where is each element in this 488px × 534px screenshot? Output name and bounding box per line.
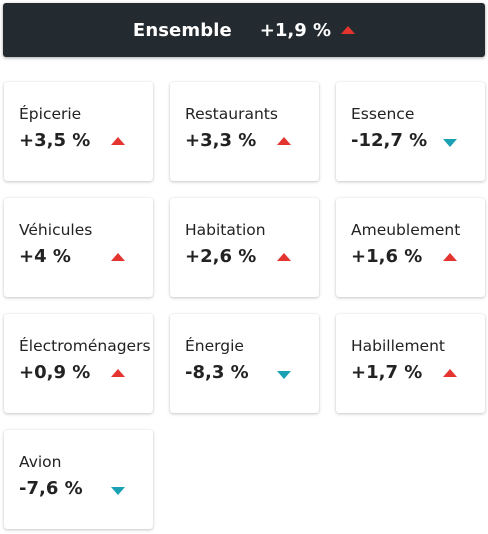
summary-label: Ensemble: [132, 19, 232, 41]
category-card: Avion -7,6 %: [4, 430, 153, 529]
category-value: +1,7 %: [351, 362, 423, 383]
summary-value: +1,9 %: [259, 19, 332, 41]
trend-down-icon: [443, 139, 457, 147]
trend-up-icon: [111, 369, 125, 377]
category-name: Habitation: [185, 221, 266, 239]
category-card: Habillement +1,7 %: [336, 314, 485, 413]
category-name: Ameublement: [351, 221, 461, 239]
trend-up-icon: [111, 137, 125, 145]
category-name: Restaurants: [185, 105, 278, 123]
category-card: Essence -12,7 %: [336, 82, 485, 181]
summary-trend-up-icon: [341, 26, 356, 34]
category-value-row: -7,6 %: [19, 478, 153, 500]
category-value: +1,6 %: [351, 246, 423, 267]
category-name: Électroménagers: [19, 337, 151, 355]
category-card: Épicerie +3,5 %: [4, 82, 153, 181]
trend-up-icon: [111, 253, 125, 261]
trend-up-icon: [277, 137, 291, 145]
category-value-row: +4 %: [19, 246, 153, 268]
category-grid: Épicerie +3,5 % Restaurants +3,3 % Essen…: [4, 82, 486, 529]
category-value: -8,3 %: [185, 362, 249, 383]
category-value-row: -8,3 %: [185, 362, 319, 384]
category-card: Énergie -8,3 %: [170, 314, 319, 413]
trend-up-icon: [443, 369, 457, 377]
category-value-row: +1,7 %: [351, 362, 485, 384]
category-card: Électroménagers +0,9 %: [4, 314, 153, 413]
category-card: Véhicules +4 %: [4, 198, 153, 297]
category-name: Véhicules: [19, 221, 93, 239]
summary-banner: Ensemble +1,9 %: [3, 3, 485, 57]
category-value-row: -12,7 %: [351, 130, 485, 152]
category-value: -12,7 %: [351, 130, 428, 151]
category-value: +2,6 %: [185, 246, 257, 267]
category-value: +3,5 %: [19, 130, 91, 151]
category-value: +4 %: [19, 246, 71, 267]
category-value: +3,3 %: [185, 130, 257, 151]
trend-down-icon: [277, 371, 291, 379]
category-value: -7,6 %: [19, 478, 83, 499]
summary-value-group: +1,9 %: [259, 19, 356, 41]
category-card: Ameublement +1,6 %: [336, 198, 485, 297]
category-value-row: +1,6 %: [351, 246, 485, 268]
category-name: Essence: [351, 105, 415, 123]
trend-down-icon: [111, 487, 125, 495]
category-name: Habillement: [351, 337, 445, 355]
category-value-row: +0,9 %: [19, 362, 153, 384]
category-value-row: +2,6 %: [185, 246, 319, 268]
category-value-row: +3,3 %: [185, 130, 319, 152]
category-value-row: +3,5 %: [19, 130, 153, 152]
category-value: +0,9 %: [19, 362, 91, 383]
category-name: Épicerie: [19, 105, 82, 123]
category-card: Restaurants +3,3 %: [170, 82, 319, 181]
category-name: Avion: [19, 453, 62, 471]
trend-up-icon: [277, 253, 291, 261]
category-name: Énergie: [185, 337, 244, 355]
trend-up-icon: [443, 253, 457, 261]
category-card: Habitation +2,6 %: [170, 198, 319, 297]
